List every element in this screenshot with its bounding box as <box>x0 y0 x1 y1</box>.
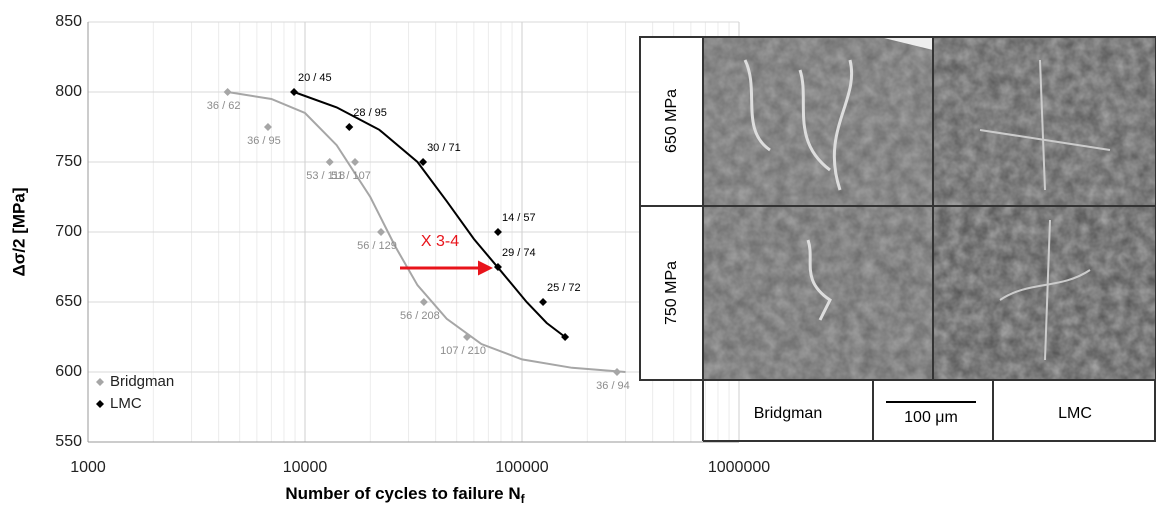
point <box>539 298 548 306</box>
legend-label: LMC <box>110 395 142 412</box>
y-tick-label: 850 <box>55 13 82 30</box>
point-label: 28 / 95 <box>353 107 387 119</box>
edge <box>880 37 933 50</box>
y-tick-label: 650 <box>55 293 82 310</box>
trend-line <box>227 91 626 373</box>
micrograph-texture <box>703 206 933 380</box>
point <box>463 333 472 341</box>
x-axis-label-sub: f <box>521 492 526 506</box>
x-tick-label: 100000 <box>495 459 548 476</box>
point-label: 25 / 72 <box>547 282 581 294</box>
point <box>351 158 360 166</box>
x-tick-label: 1000000 <box>708 459 770 476</box>
x-axis-label: Number of cycles to failure Nf <box>285 484 525 506</box>
micrograph-texture <box>703 37 933 206</box>
x-axis-label-main: Number of cycles to failure N <box>285 484 520 503</box>
point-label: 20 / 45 <box>298 72 332 84</box>
point-label: 36 / 94 <box>596 380 630 392</box>
point-label: 51 / 107 <box>331 170 371 182</box>
y-tick-label: 700 <box>55 223 82 240</box>
point-label: 36 / 62 <box>207 100 241 112</box>
point <box>561 333 570 341</box>
legend-label: Bridgman <box>110 373 174 390</box>
panel-divider <box>703 380 1156 442</box>
x-tick-label: 10000 <box>283 459 328 476</box>
point <box>377 228 386 236</box>
row-label: 750 MPa <box>663 261 680 325</box>
point-label: 56 / 129 <box>357 240 397 252</box>
column-label: Bridgman <box>754 405 822 422</box>
point <box>493 263 502 271</box>
y-tick-label: 600 <box>55 363 82 380</box>
point-label: 107 / 210 <box>440 345 486 357</box>
point <box>612 368 621 376</box>
point <box>345 123 354 131</box>
point <box>419 298 428 306</box>
annotation: X 3-4 <box>421 233 459 250</box>
point-label: 29 / 74 <box>502 247 536 259</box>
point-label: 14 / 57 <box>502 212 536 224</box>
point <box>290 88 299 96</box>
legend-marker <box>96 378 104 386</box>
point <box>325 158 334 166</box>
point-label: 56 / 208 <box>400 310 440 322</box>
row-label: 650 MPa <box>663 89 680 153</box>
micrographs <box>703 37 1156 380</box>
y-axis-label: Δσ/2 [MPa] <box>9 187 28 276</box>
panel-border <box>639 36 1156 381</box>
micrograph-panel: 650 MPa 750 MPa Bridgman LMC 100 μm <box>639 36 1156 442</box>
point-label: 53 / 118 <box>306 170 345 182</box>
point <box>263 123 272 131</box>
point-label: 30 / 71 <box>427 142 461 154</box>
point <box>223 88 232 96</box>
crack <box>743 59 853 321</box>
legend-marker <box>96 400 104 408</box>
y-tick-label: 800 <box>55 83 82 100</box>
point-label: 36 / 95 <box>247 135 281 147</box>
column-label: LMC <box>1058 405 1092 422</box>
trend-line <box>293 91 566 338</box>
point <box>419 158 428 166</box>
crack <box>979 59 1111 361</box>
point <box>493 228 502 236</box>
y-tick-label: 550 <box>55 433 82 450</box>
scale-bar-label: 100 μm <box>904 409 958 426</box>
x-tick-label: 1000 <box>70 459 106 476</box>
y-tick-label: 750 <box>55 153 82 170</box>
